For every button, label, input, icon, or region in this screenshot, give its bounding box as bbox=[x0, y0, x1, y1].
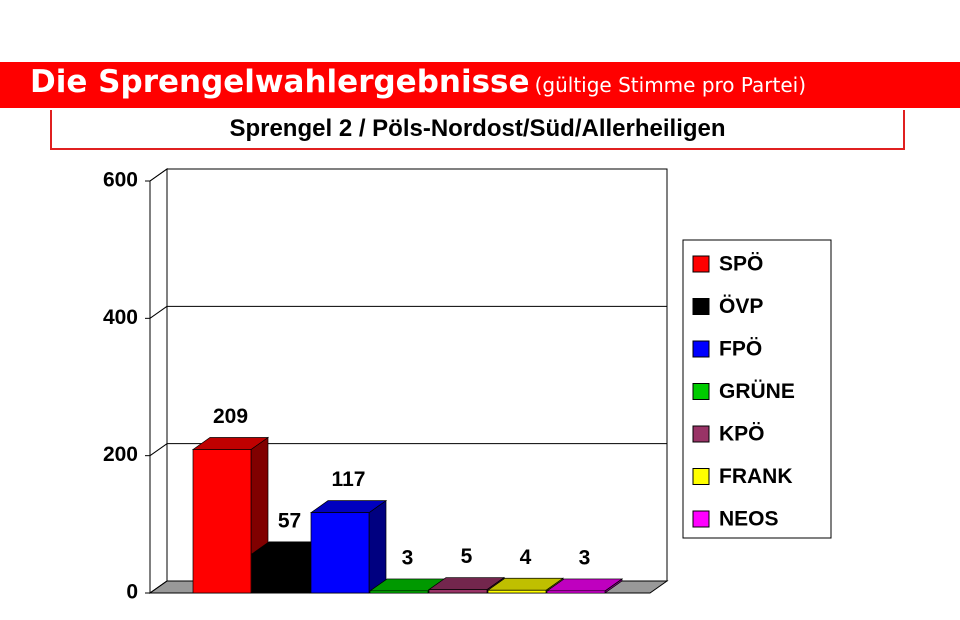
header: Die Sprengelwahlergebnisse (gültige Stim… bbox=[30, 64, 806, 100]
value-label: 209 bbox=[213, 405, 248, 428]
legend-swatch bbox=[692, 510, 710, 528]
legend-swatch bbox=[692, 298, 710, 315]
legend-label: FRANK bbox=[719, 465, 793, 488]
bar-side bbox=[368, 499, 387, 594]
header-band bbox=[0, 62, 960, 108]
bar bbox=[310, 512, 370, 594]
value-label: 57 bbox=[278, 509, 301, 532]
grid-line bbox=[149, 443, 168, 457]
value-label: 5 bbox=[461, 545, 473, 568]
value-label: 3 bbox=[579, 546, 591, 569]
legend-label: GRÜNE bbox=[719, 380, 795, 403]
chart-title: Sprengel 2 / Pöls-Nordost/Süd/Allerheili… bbox=[50, 110, 905, 150]
y-tick-label: 600 bbox=[103, 169, 138, 192]
legend-label: KPÖ bbox=[719, 423, 765, 446]
grid-line bbox=[149, 168, 168, 182]
y-tick-label: 0 bbox=[126, 581, 138, 604]
legend-swatch bbox=[692, 468, 710, 485]
header-note: (gültige Stimme pro Partei) bbox=[534, 73, 807, 97]
legend-swatch bbox=[692, 340, 710, 358]
value-label: 117 bbox=[332, 468, 366, 491]
legend-swatch bbox=[692, 255, 710, 273]
bar bbox=[487, 589, 547, 594]
y-tick-label: 200 bbox=[103, 443, 138, 466]
value-label: 3 bbox=[402, 546, 414, 569]
bar bbox=[192, 449, 252, 594]
header-title: Die Sprengelwahlergebnisse bbox=[30, 64, 530, 100]
grid-line bbox=[149, 580, 168, 594]
y-tick-label: 400 bbox=[103, 306, 138, 329]
bar bbox=[428, 589, 488, 594]
legend-label: NEOS bbox=[719, 508, 779, 531]
bar bbox=[546, 590, 606, 594]
legend-label: SPÖ bbox=[719, 253, 763, 276]
bar bbox=[251, 553, 311, 594]
legend-swatch bbox=[692, 383, 710, 400]
bar bbox=[369, 590, 429, 594]
legend-label: FPÖ bbox=[719, 338, 762, 361]
legend-swatch bbox=[692, 425, 710, 443]
value-label: 4 bbox=[520, 546, 532, 569]
legend-label: ÖVP bbox=[719, 295, 763, 318]
grid-line bbox=[149, 305, 168, 319]
side-wall bbox=[149, 168, 168, 594]
